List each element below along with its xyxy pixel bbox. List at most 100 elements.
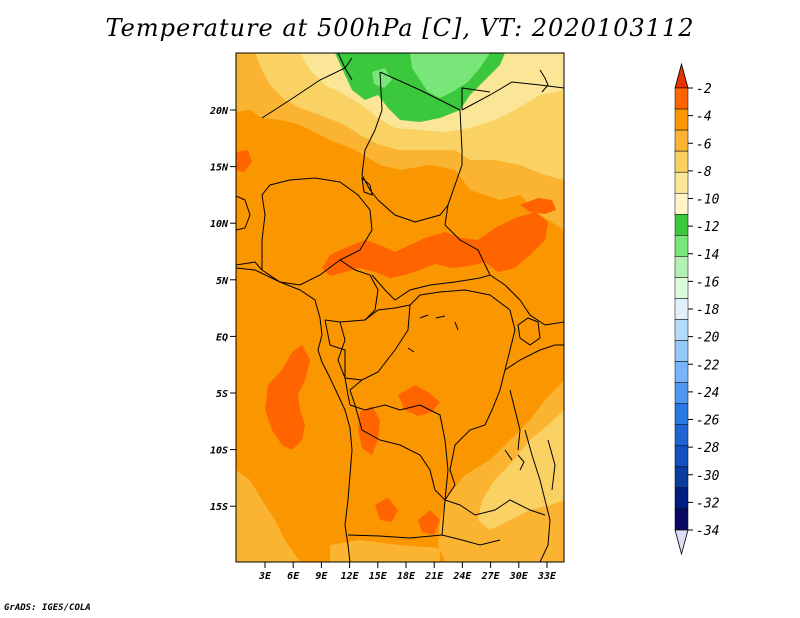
colorbar-segment <box>674 192 689 215</box>
lon-label: 3E <box>258 571 272 582</box>
field-mid-southeast <box>438 380 564 562</box>
colorbar-segment <box>674 235 689 257</box>
colorbar-segment <box>674 466 689 489</box>
colorbar-label: -28 <box>696 441 720 456</box>
colorbar-segment <box>674 256 689 278</box>
colorbar-segment <box>674 87 689 110</box>
border-libya-west <box>337 53 353 81</box>
lat-label: 20N <box>209 106 229 117</box>
border-congo <box>337 304 411 381</box>
colorbar-segment <box>674 382 689 404</box>
colorbar-segment <box>674 319 689 341</box>
colorbar-label: -14 <box>696 248 719 263</box>
grads-credit: GrADS: IGES/COLA <box>4 603 91 613</box>
border-libya-chad <box>379 71 463 165</box>
field-warm-south-5 <box>418 510 440 535</box>
lat-label: 15S <box>210 502 228 513</box>
field-warm-south-2 <box>358 406 380 455</box>
colorbar-label: -12 <box>696 220 720 235</box>
lon-label: 24E <box>452 571 472 582</box>
lat-label: 15N <box>210 163 229 174</box>
colorbar-label: -10 <box>696 193 720 208</box>
colorbar-bottom-cap <box>674 529 689 556</box>
lon-label: 18E <box>397 571 416 582</box>
colorbar-segment <box>674 445 689 468</box>
field-light-southeast <box>478 410 564 530</box>
colorbar-label: -26 <box>696 414 720 429</box>
coastline-guinea <box>236 267 353 562</box>
colorbar-segment <box>674 403 689 426</box>
colorbar-label: -8 <box>696 165 712 180</box>
river-marks <box>407 314 525 471</box>
border-westafrica <box>236 195 263 271</box>
lat-label: 10S <box>210 446 228 457</box>
lake-chad <box>361 176 373 196</box>
border-drc <box>349 289 516 501</box>
lon-label: 9E <box>315 571 328 582</box>
colorbar-segment <box>674 340 689 362</box>
lon-label: 27E <box>481 571 501 582</box>
lon-label: 30E <box>509 571 529 582</box>
border-chad-sudan <box>444 164 491 276</box>
colorbar-segment <box>674 108 689 131</box>
lat-label: 10N <box>210 219 229 230</box>
field-green-light <box>410 53 490 98</box>
lat-label: 5S <box>216 389 228 400</box>
field-mid-south <box>330 540 440 562</box>
border-car <box>371 199 521 301</box>
colorbar-label: -4 <box>696 110 712 125</box>
colorbar-label: -20 <box>696 331 720 346</box>
lat-label: 5N <box>216 276 229 287</box>
field-warm-west <box>236 150 252 172</box>
lon-label: 12E <box>341 571 360 582</box>
colorbar-segment <box>674 214 689 236</box>
colorbar-label: -6 <box>696 137 712 152</box>
colorbar-top-cap <box>674 62 689 89</box>
colorbar-segment <box>674 150 689 173</box>
lake-victoria <box>517 317 541 346</box>
colorbar-label: -30 <box>696 469 720 484</box>
colorbar-label: -16 <box>696 275 720 290</box>
colorbar-segment <box>674 277 689 299</box>
field-warm-band-2 <box>520 198 556 214</box>
lon-label: 15E <box>369 571 388 582</box>
field-warm-band-1 <box>322 212 548 278</box>
colorbar-label: -34 <box>696 524 719 539</box>
colorbar-segment <box>674 424 689 447</box>
map-frame <box>235 52 565 563</box>
border-east <box>504 299 564 371</box>
chart-title: Temperature at 500hPa [C], VT: 202010311… <box>105 14 695 42</box>
border-gabon <box>324 319 346 378</box>
latitude-axis: 20N 15N 10N 5N EQ 5S 10S 15S <box>209 106 236 513</box>
border-nigeria <box>261 177 373 286</box>
colorbar-label: -22 <box>696 358 720 373</box>
map-borders <box>236 53 564 562</box>
lon-label: 21E <box>424 571 444 582</box>
colorbar-segment <box>674 298 689 320</box>
colorbar-segment <box>674 171 689 194</box>
longitude-axis: 3E 6E 9E 12E 15E 18E 21E 24E 27E 30E 33E <box>258 562 557 582</box>
border-angola <box>344 377 449 536</box>
colorbar-segment <box>674 129 689 152</box>
border-mozambique <box>539 499 551 562</box>
border-sudan-egypt <box>461 87 491 110</box>
border-north-west <box>261 57 353 119</box>
colorbar-segment <box>674 508 689 531</box>
colorbar-label: -2 <box>696 82 712 97</box>
colorbar-label: -24 <box>696 386 719 401</box>
border-red-sea <box>539 69 549 93</box>
field-warm-south-1 <box>265 345 310 450</box>
lon-label: 33E <box>537 571 557 582</box>
border-zambia <box>444 499 546 516</box>
colorbar: -2 -4 -6 -8 -10 -12 -14 -16 -18 -20 -22 -24 -26 -28 -3… <box>674 62 720 556</box>
field-mid-southwest <box>236 470 300 562</box>
border-benin <box>261 194 266 270</box>
field-green-light-2 <box>372 68 392 88</box>
lat-label: EQ <box>216 332 228 343</box>
border-namibia <box>347 534 501 546</box>
border-libya-sudan <box>461 81 564 111</box>
colorbar-label: -32 <box>696 496 720 511</box>
colorbar-segment <box>674 487 689 510</box>
border-lakes <box>509 389 556 501</box>
